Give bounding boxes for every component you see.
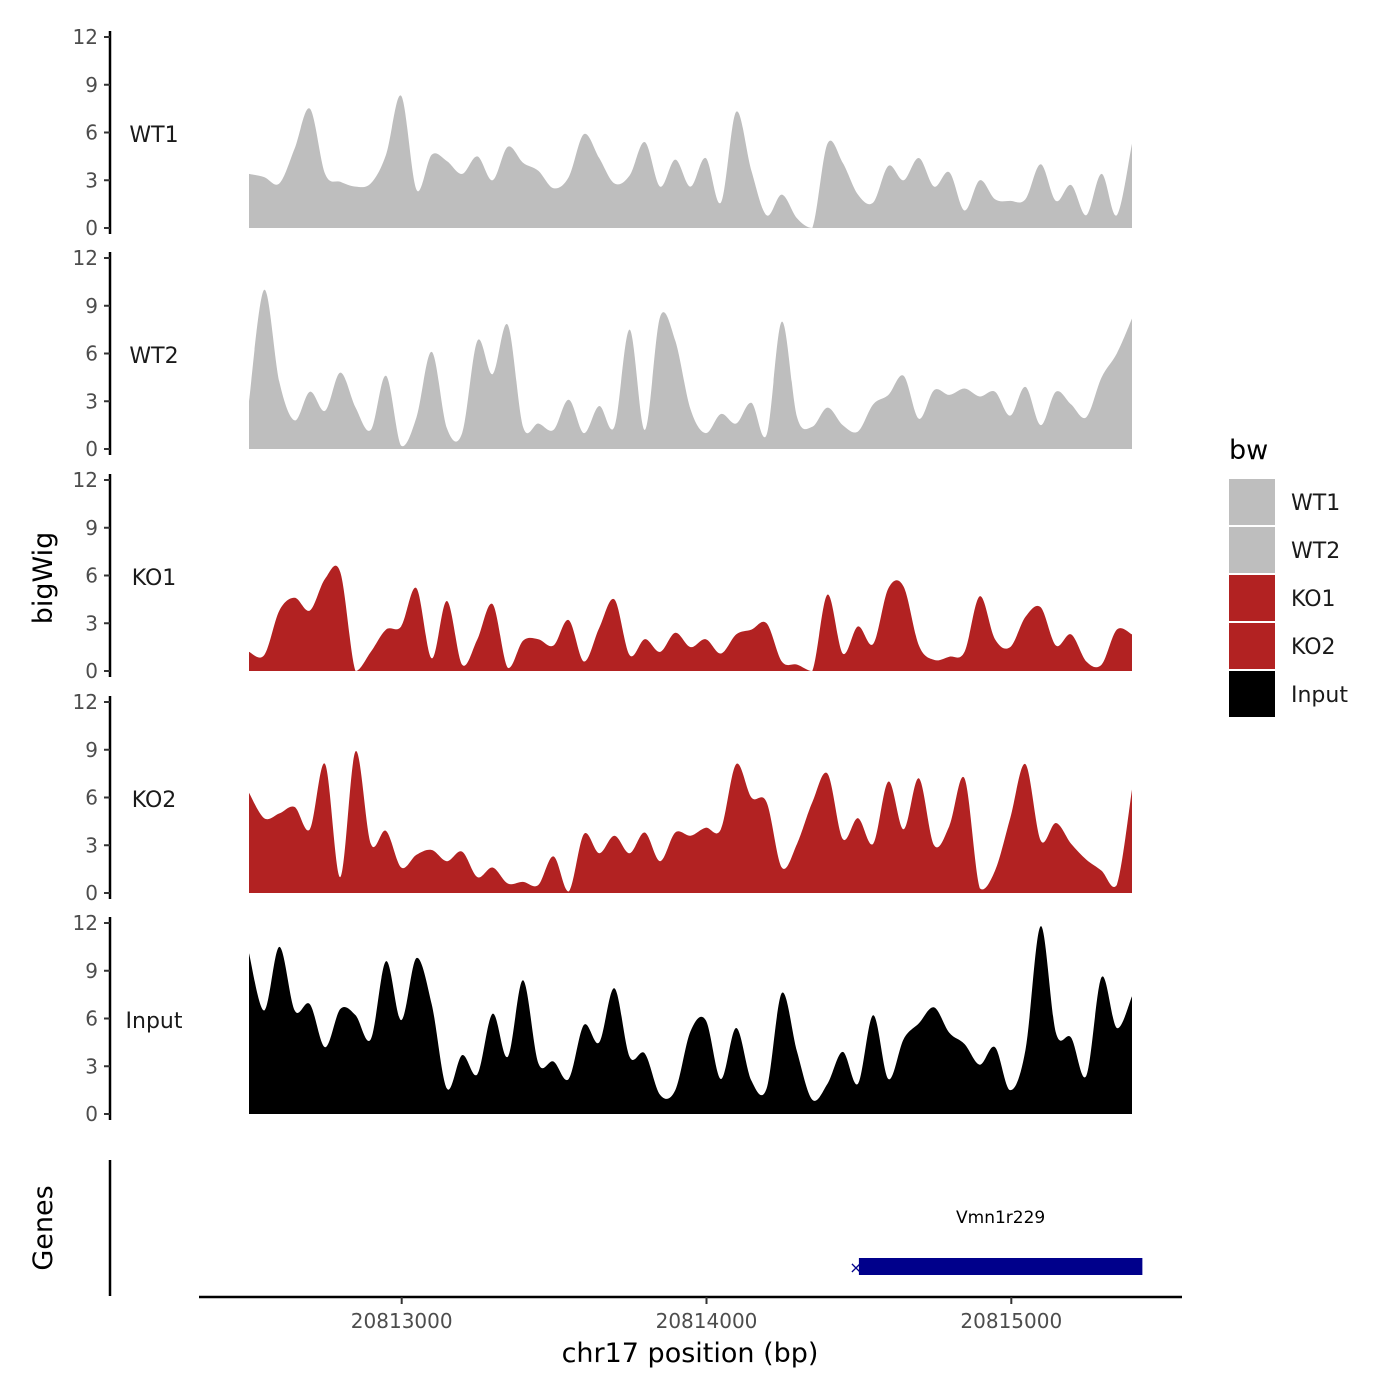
y-tick-label: 0: [85, 1102, 98, 1126]
legend-swatch-input: [1229, 671, 1275, 717]
x-axis-title: chr17 position (bp): [562, 1338, 819, 1369]
y-tick-label: 9: [85, 73, 98, 97]
y-axis-title: bigWig: [28, 532, 59, 625]
y-tick-label: 9: [85, 959, 98, 983]
x-tick-label: 20814000: [656, 1309, 758, 1333]
area-ko1: [249, 565, 1132, 671]
y-tick-label: 9: [85, 516, 98, 540]
y-tick-label: 3: [85, 389, 98, 413]
legend-title: bw: [1229, 435, 1268, 466]
track-input: 0 3 6 9 12 Input: [73, 911, 1132, 1126]
gene-label: Vmn1r229: [956, 1208, 1045, 1228]
area-ko2: [249, 751, 1132, 893]
coverage-tracks: 0 3 6 9 12 WT1 0 3 6 9 12 WT2 0 3 6 9 12 KO1 0 3 6 9 12 KO2 0 3 6 9…: [73, 25, 1132, 1126]
legend-swatch-wt1: [1229, 479, 1275, 525]
y-tick-label: 6: [85, 564, 98, 588]
gene-strand-arrow-icon: ×: [849, 1258, 862, 1277]
legend-swatch-ko2: [1229, 623, 1275, 669]
y-tick-label: 12: [73, 690, 98, 714]
legend: bw WT1 WT2 KO1 KO2 Input: [1229, 435, 1348, 717]
legend-label: KO2: [1291, 635, 1336, 660]
y-tick-label: 6: [85, 1007, 98, 1031]
x-tick-label: 20815000: [960, 1309, 1062, 1333]
y-tick-label: 12: [73, 468, 98, 492]
y-tick-label: 9: [85, 294, 98, 318]
y-tick-label: 6: [85, 786, 98, 810]
y-tick-label: 3: [85, 611, 98, 635]
y-tick-label: 6: [85, 342, 98, 366]
y-tick-label: 0: [85, 216, 98, 240]
y-tick-label: 12: [73, 25, 98, 49]
y-tick-label: 3: [85, 1054, 98, 1078]
legend-swatch-ko1: [1229, 575, 1275, 621]
area-wt1: [249, 95, 1132, 228]
track-label: WT1: [129, 123, 178, 148]
track-label: Input: [126, 1009, 183, 1034]
track-label: KO1: [132, 566, 177, 591]
y-tick-label: 0: [85, 659, 98, 683]
track-wt2: 0 3 6 9 12 WT2: [73, 246, 1132, 461]
gene-body: [858, 1258, 1143, 1275]
y-tick-label: 3: [85, 168, 98, 192]
y-tick-label: 0: [85, 881, 98, 905]
area-input: [249, 926, 1132, 1114]
legend-label: Input: [1291, 683, 1348, 708]
track-wt1: 0 3 6 9 12 WT1: [73, 25, 1132, 240]
y-tick-label: 12: [73, 246, 98, 270]
legend-label: WT1: [1291, 491, 1340, 516]
legend-label: KO1: [1291, 587, 1336, 612]
area-wt2: [249, 289, 1132, 449]
track-label: WT2: [129, 344, 178, 369]
legend-swatch-wt2: [1229, 527, 1275, 573]
gene-track-title: Genes: [28, 1185, 59, 1270]
y-tick-label: 6: [85, 121, 98, 145]
track-ko1: 0 3 6 9 12 KO1: [73, 468, 1132, 683]
gene-track: Genes × Vmn1r229: [28, 1160, 1143, 1296]
y-tick-label: 12: [73, 911, 98, 935]
track-label: KO2: [132, 788, 177, 813]
track-ko2: 0 3 6 9 12 KO2: [73, 690, 1132, 905]
y-tick-label: 0: [85, 437, 98, 461]
x-axis: 20813000 20814000 20815000 chr17 position …: [199, 1295, 1182, 1369]
y-tick-label: 9: [85, 738, 98, 762]
y-tick-label: 3: [85, 833, 98, 857]
x-tick-label: 20813000: [351, 1309, 453, 1333]
legend-label: WT2: [1291, 539, 1340, 564]
